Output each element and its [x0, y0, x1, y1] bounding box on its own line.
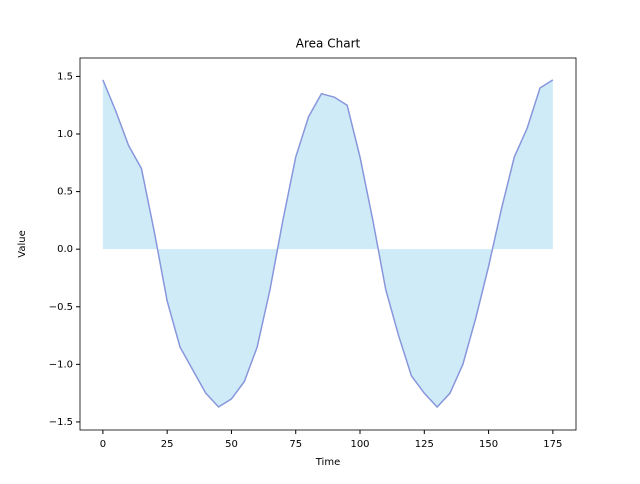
x-tick-label: 75 [289, 439, 302, 450]
y-tick-label: 0.5 [57, 187, 73, 198]
x-tick-label: 175 [543, 439, 562, 450]
plot-frame [79, 57, 577, 431]
y-tick-label: −0.5 [49, 302, 73, 313]
x-tick-label: 50 [225, 439, 238, 450]
x-tick-label: 100 [350, 439, 369, 450]
y-axis-label: Value [17, 230, 28, 257]
x-tick-label: 25 [161, 439, 174, 450]
y-tick-label: −1.0 [49, 359, 73, 370]
chart-title: Area Chart [296, 37, 361, 51]
y-tick-label: 0.0 [57, 244, 73, 255]
x-tick-label: 0 [100, 439, 106, 450]
y-tick-label: 1.5 [57, 71, 73, 82]
y-tick-label: −1.5 [49, 417, 73, 428]
area-line [102, 79, 554, 409]
x-axis-label: Time [315, 457, 340, 468]
y-tick-label: 1.0 [57, 129, 73, 140]
x-tick-label: 150 [479, 439, 498, 450]
x-tick-label: 125 [415, 439, 434, 450]
area-fill [102, 79, 553, 407]
